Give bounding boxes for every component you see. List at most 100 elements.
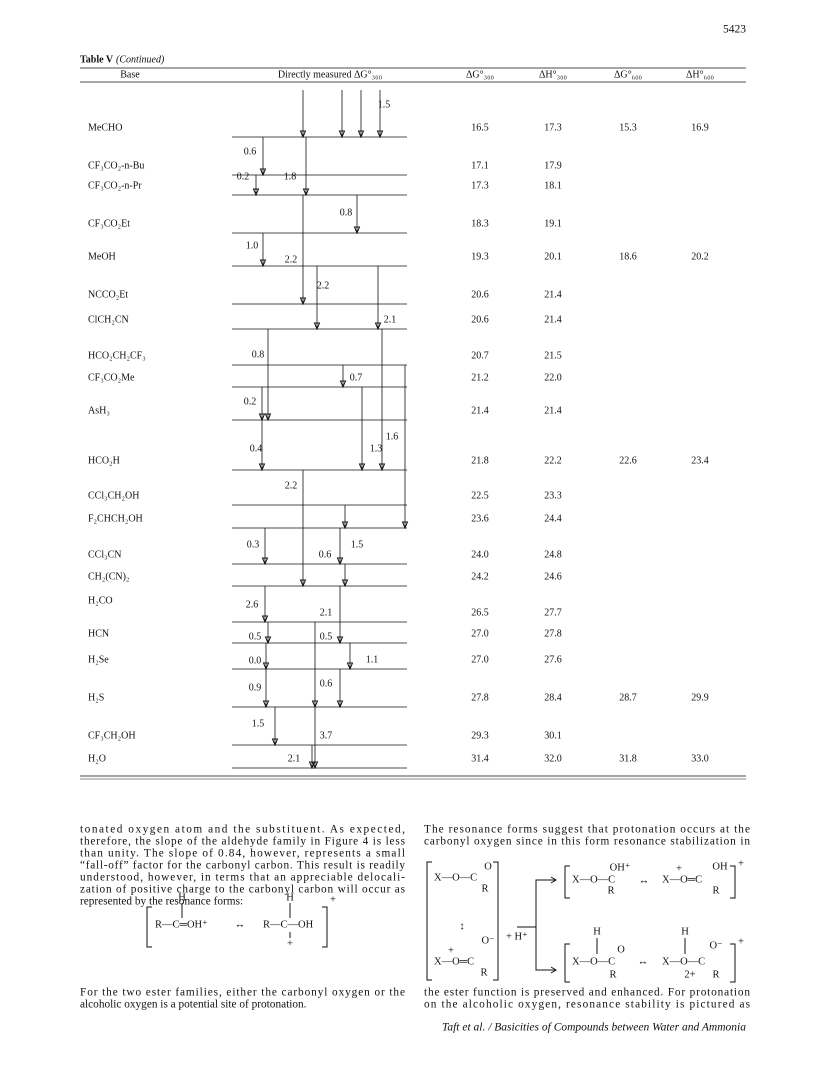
arrowhead	[339, 380, 347, 389]
base-name: H₂Se	[88, 654, 109, 665]
ladder-label: 0.8	[252, 349, 265, 360]
structure-label: +	[738, 858, 744, 869]
structure-label: OH⁺	[610, 862, 631, 873]
ladder-label: 0.0	[249, 655, 262, 666]
cell-value: 31.8	[619, 753, 637, 764]
structure-label: R—C═OH⁺	[155, 919, 208, 930]
base-name: ClCH₂CN	[88, 314, 129, 325]
ladder-label: 0.5	[249, 631, 262, 642]
ladder-label: 0.6	[319, 549, 332, 560]
cell-value: 16.5	[471, 122, 489, 133]
cell-value: 24.0	[471, 549, 489, 560]
structure-label: +	[676, 863, 682, 874]
cell-value: 17.3	[544, 122, 562, 133]
text-line: represented by the resonance forms:	[80, 896, 243, 908]
structure-label: ↕	[459, 921, 464, 932]
cell-value: 22.0	[544, 372, 562, 383]
text-line: than unity. The slope of 0.84, however, …	[80, 848, 405, 860]
cell-value: 27.6	[544, 654, 562, 665]
base-name: CCl₃CN	[88, 549, 122, 560]
ladder-label: 1.5	[351, 539, 364, 550]
base-name: NCCO₂Et	[88, 289, 128, 300]
cell-value: 29.9	[691, 692, 709, 703]
structure-label: R	[481, 883, 488, 894]
bracket	[146, 906, 152, 948]
ladder-label: 0.2	[237, 171, 250, 182]
structure-label: +	[330, 894, 336, 905]
ladder-label: 0.3	[247, 539, 260, 550]
arrowhead	[262, 662, 270, 671]
base-name: HCO₂CH₂CF₃	[88, 350, 146, 361]
arrowhead	[378, 463, 386, 472]
cell-value: 27.7	[544, 607, 562, 618]
ladder-label: 2.1	[384, 314, 397, 325]
structure-label: ↔	[639, 875, 650, 886]
base-name: CF₃CO₂Me	[88, 372, 135, 383]
arrowhead	[353, 226, 361, 235]
ladder-label: 0.4	[250, 443, 263, 454]
column-header: ΔH°₆₀₀	[686, 69, 715, 80]
structure-label: OH	[712, 861, 728, 872]
text-line: the ester function is preserved and enha…	[424, 987, 750, 999]
cell-value: 21.8	[471, 455, 489, 466]
bracket	[426, 861, 432, 981]
text-line: zation of positive charge to the carbony…	[80, 884, 405, 896]
ladder-label: 1.1	[366, 654, 379, 665]
cell-value: 27.8	[544, 628, 562, 639]
arrowhead	[336, 636, 344, 645]
cell-value: 22.6	[619, 455, 637, 466]
base-name: CF₃CH₂OH	[88, 730, 136, 741]
cell-value: 21.4	[471, 405, 489, 416]
ladder-label: 2.6	[246, 599, 259, 610]
arrowhead	[258, 463, 266, 472]
arrowhead	[259, 168, 267, 177]
cell-value: 17.9	[544, 160, 562, 171]
base-name: CF₃CO₂-n-Bu	[88, 160, 144, 171]
cell-value: 32.0	[544, 753, 562, 764]
text-line: tonated oxygen atom and the substituent.…	[80, 824, 405, 836]
cell-value: 20.2	[691, 251, 709, 262]
structure-label: X—O—C	[434, 872, 477, 883]
structure-label: R	[712, 969, 719, 980]
structure-label: X—O═C	[662, 874, 702, 885]
structure-label: +	[287, 938, 293, 949]
cell-value: 20.1	[544, 251, 562, 262]
column-header: ΔG°₆₀₀	[614, 69, 643, 80]
base-name: MeCHO	[88, 122, 122, 133]
cell-value: 17.3	[471, 180, 489, 191]
structure-label: O⁻	[481, 935, 495, 946]
base-name: HCO₂H	[88, 455, 120, 466]
column-header: ΔH°₃₀₀	[539, 69, 568, 80]
arrowhead	[261, 615, 269, 624]
cell-value: 17.1	[471, 160, 489, 171]
cell-value: 23.3	[544, 490, 562, 501]
cell-value: 18.3	[471, 218, 489, 229]
cell-value: 29.3	[471, 730, 489, 741]
cell-value: 24.8	[544, 549, 562, 560]
cell-value: 21.2	[471, 372, 489, 383]
base-name: CF₃CO₂Et	[88, 218, 130, 229]
structure-label: 2+	[684, 969, 695, 980]
ladder-label: 2.1	[288, 753, 301, 764]
cell-value: 22.2	[544, 455, 562, 466]
chemical-structures: HR—C═OH⁺ ↔HR—C—OH++X—O—COR↕X—O═C+O⁻R+ H⁺X…	[146, 858, 744, 983]
structure-label: ↔	[235, 919, 246, 930]
text-line: alcoholic oxygen is a potential site of …	[80, 999, 307, 1011]
base-name: F₂CHCH₂OH	[88, 513, 143, 524]
text-line: therefore, the slope of the aldehyde fam…	[80, 836, 405, 848]
arrowhead	[258, 413, 266, 422]
structure-label: R	[607, 885, 614, 896]
cell-value: 23.4	[691, 455, 709, 466]
arrowhead	[299, 130, 307, 139]
ladder-label: 0.6	[244, 146, 257, 157]
arrowhead	[401, 521, 409, 530]
arrowhead	[299, 579, 307, 588]
ladder-label: 3.7	[320, 730, 333, 741]
arrowhead	[261, 557, 269, 566]
structure-label: +	[738, 936, 744, 947]
structure-label: X—O═C	[434, 956, 474, 967]
structure-label: +	[448, 945, 454, 956]
cell-value: 30.1	[544, 730, 562, 741]
column-header: ΔG°₃₀₀	[466, 69, 495, 80]
cell-value: 16.9	[691, 122, 709, 133]
